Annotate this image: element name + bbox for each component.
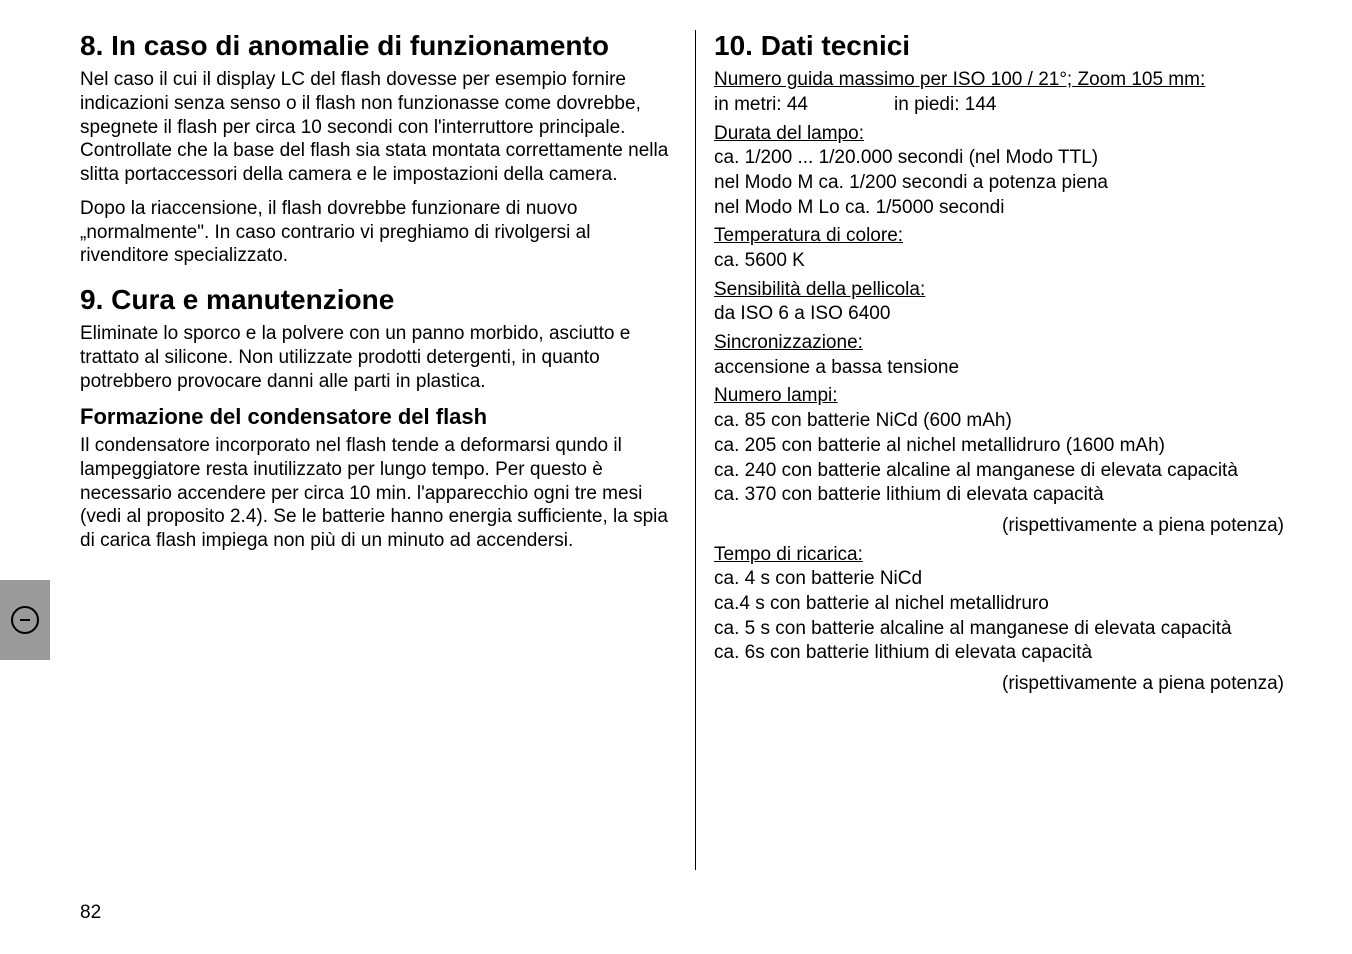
durata-line-2: nel Modo M ca. 1/200 secondi a potenza p… [714, 171, 1294, 196]
page-content: 8. In caso di anomalie di funzionamento … [0, 0, 1352, 870]
language-tab-icon [11, 606, 39, 634]
numero-lampi-3: ca. 240 con batterie alcaline al mangane… [714, 459, 1294, 484]
section-9-para-2: Il condensatore incorporato nel flash te… [80, 434, 677, 553]
ricarica-2: ca.4 s con batterie al nichel metallidru… [714, 592, 1294, 617]
numero-lampi-4: ca. 370 con batterie lithium di elevata … [714, 483, 1294, 508]
durata-label: Durata del lampo: [714, 122, 1294, 147]
section-9-heading: 9. Cura e manutenzione [80, 284, 677, 316]
language-tab [0, 580, 50, 660]
temperatura-value: ca. 5600 K [714, 249, 1294, 274]
sincronizzazione-value: accensione a bassa tensione [714, 356, 1294, 381]
numero-lampi-note: (rispettivamente a piena potenza) [714, 514, 1294, 539]
guide-number-label: Numero guida massimo per ISO 100 / 21°; … [714, 68, 1294, 93]
sensibilita-value: da ISO 6 a ISO 6400 [714, 302, 1294, 327]
numero-lampi-2: ca. 205 con batterie al nichel metallidr… [714, 434, 1294, 459]
ricarica-note: (rispettivamente a piena potenza) [714, 672, 1294, 697]
section-9-subheading: Formazione del condensatore del flash [80, 404, 677, 430]
guide-number-metri: in metri: 44 [714, 93, 894, 118]
section-8-para-1: Nel caso il cui il display LC del flash … [80, 68, 677, 187]
numero-lampi-label: Numero lampi: [714, 384, 1294, 409]
durata-line-1: ca. 1/200 ... 1/20.000 secondi (nel Modo… [714, 146, 1294, 171]
ricarica-3: ca. 5 s con batterie alcaline al mangane… [714, 617, 1294, 642]
temperatura-label: Temperatura di colore: [714, 224, 1294, 249]
right-column: 10. Dati tecnici Numero guida massimo pe… [696, 30, 1312, 870]
section-8-para-2: Dopo la riaccensione, il flash dovrebbe … [80, 197, 677, 268]
guide-number-values: in metri: 44 in piedi: 144 [714, 93, 1294, 118]
page-number: 82 [80, 902, 101, 924]
durata-line-3: nel Modo M Lo ca. 1/5000 secondi [714, 196, 1294, 221]
ricarica-1: ca. 4 s con batterie NiCd [714, 567, 1294, 592]
section-8-heading: 8. In caso di anomalie di funzionamento [80, 30, 677, 62]
numero-lampi-1: ca. 85 con batterie NiCd (600 mAh) [714, 409, 1294, 434]
section-9-para-1: Eliminate lo sporco e la polvere con un … [80, 322, 677, 393]
left-column: 8. In caso di anomalie di funzionamento … [80, 30, 696, 870]
ricarica-4: ca. 6s con batterie lithium di elevata c… [714, 641, 1294, 666]
section-10-heading: 10. Dati tecnici [714, 30, 1294, 62]
sincronizzazione-label: Sincronizzazione: [714, 331, 1294, 356]
guide-number-piedi: in piedi: 144 [894, 93, 996, 118]
sensibilita-label: Sensibilità della pellicola: [714, 278, 1294, 303]
ricarica-label: Tempo di ricarica: [714, 543, 1294, 568]
